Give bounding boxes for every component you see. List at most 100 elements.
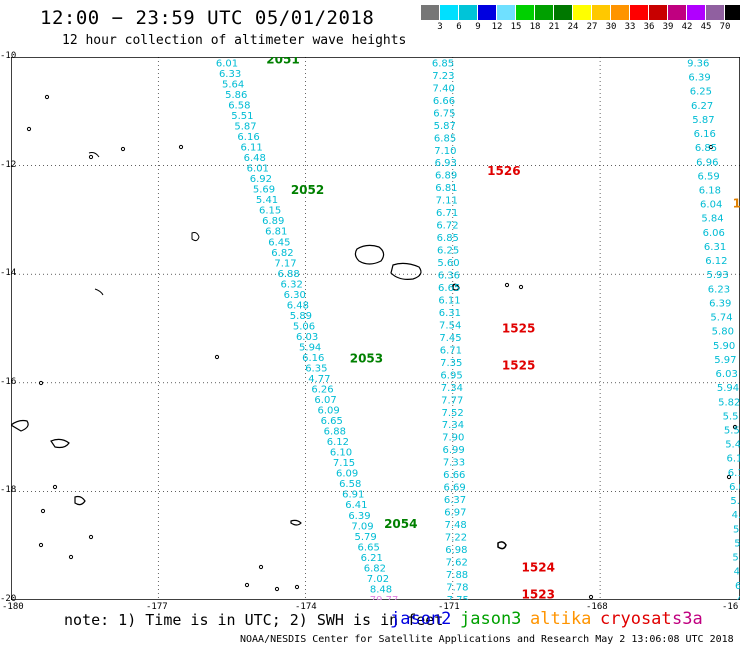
islet: [294, 584, 300, 590]
pass-time-label: 2053: [350, 351, 383, 365]
swh-value-label: 5.4: [733, 524, 740, 535]
islet: [68, 554, 74, 560]
swh-value-label: 5.5: [723, 411, 739, 422]
swh-value-label: 6.01: [247, 164, 269, 175]
colorbar-tick-label: 9: [475, 22, 481, 32]
swh-value-label: 6.09: [318, 406, 340, 417]
map-canvas: 6.016.335.645.866.585.515.876.166.116.48…: [11, 57, 740, 600]
y-tick-label: -12: [0, 159, 17, 170]
swh-value-label: 6.89: [262, 216, 284, 227]
island-outline: [290, 519, 302, 526]
colorbar-tick-label: 42: [681, 22, 693, 32]
colorbar-tick-label: 33: [624, 22, 636, 32]
swh-value-label: 5.81: [732, 553, 740, 564]
y-tick-label: -18: [0, 485, 17, 496]
swh-value-label: 5.60: [437, 258, 459, 269]
swh-value-label: 6.45: [268, 237, 290, 248]
altimeter-map[interactable]: 6.01 6.33 5.64 5.86 6.58 5.51 5.87 6.16 6.11 6.48…: [11, 57, 740, 600]
swh-value-label: 6.59: [697, 171, 719, 182]
colorbar-swatch: [478, 5, 497, 20]
x-tick-label: -171: [438, 602, 460, 612]
colorbar-swatch: [573, 5, 592, 20]
swh-value-label: 5.89: [290, 311, 312, 322]
swh-value-label: 7.10: [434, 146, 456, 157]
swh-value-label: 6.88: [324, 427, 346, 438]
island-outline: [497, 541, 507, 550]
swh-value-label: 5.1: [734, 538, 740, 549]
legend-entry-jason2: jason2: [390, 609, 452, 629]
swh-value-label: 6.66: [443, 470, 465, 481]
swh-value-label: 6.18: [699, 185, 721, 196]
swh-value-label: 6.81: [265, 227, 287, 238]
colorbar-swatch: [668, 5, 687, 20]
islet: [504, 282, 510, 288]
pass-time-labels: 2051 2052 2053 2054 1526 1525 1525 1524 1523 17: [266, 57, 740, 600]
islet: [26, 126, 32, 132]
colorbar-tick-label: 36: [643, 22, 655, 32]
islet: [258, 564, 264, 570]
product-subtitle: 12 hour collection of altimeter wave hei…: [62, 33, 407, 48]
swh-value-label: 6.31: [439, 308, 461, 319]
swh-value-label: 5.86: [225, 90, 247, 101]
swh-value-label: 5.5: [724, 425, 740, 436]
swh-value-label: 6.39: [709, 298, 731, 309]
island-outline: [390, 262, 422, 280]
swh-value-label: 7.75: [447, 595, 469, 600]
swh-value-label: 5.41: [256, 195, 278, 206]
swh-value-label: 6.10: [330, 448, 352, 459]
islet: [708, 144, 714, 150]
swh-value-label: 4.77: [308, 374, 330, 385]
swh-value-label: 6.75: [433, 108, 455, 119]
swh-value-label: 7.40: [433, 83, 455, 94]
swh-value-label: 5.06: [293, 321, 315, 332]
swh-value-label: 5.82: [718, 397, 740, 408]
swh-value-label: 7.54: [439, 320, 461, 331]
swh-value-label: 6.32: [281, 279, 303, 290]
islet: [88, 154, 94, 160]
swh-value-label: 9.36: [687, 58, 709, 69]
island-outline: [11, 419, 29, 432]
swh-value-label: 6.82: [364, 563, 386, 574]
small-islands: [26, 94, 738, 600]
colorbar-swatch: [592, 5, 611, 20]
swh-value-label: 6.0: [729, 482, 740, 493]
swh-value-label: 7.02: [367, 574, 389, 585]
x-tick-label: -174: [295, 602, 317, 612]
islet: [244, 582, 250, 588]
swh-value-label: 6.66: [433, 96, 455, 107]
swh-value-label: 6.26: [311, 385, 333, 396]
swh-value-label: 8.48: [370, 584, 392, 595]
swh-value-label: 5.64: [222, 79, 244, 90]
swh-value-label: 79.77: [370, 595, 399, 600]
swh-value-label: 6.03: [296, 332, 318, 343]
swh-value-label: 6.65: [358, 542, 380, 553]
swh-value-label: 5.84: [701, 214, 723, 225]
colorbar-swatch: [687, 5, 706, 20]
swh-value-label: 5.69: [253, 185, 275, 196]
pass-time-label: 1525: [502, 358, 535, 372]
swh-value-label: 6.27: [691, 101, 713, 112]
coastlines: [11, 152, 507, 550]
swh-value-label: 6.36: [438, 271, 460, 282]
swh-value-label: 6.04: [700, 200, 722, 211]
swh-value-label: 5.97: [714, 355, 736, 366]
swh-value-label: 6.21: [361, 553, 383, 564]
swh-value-label: 6.91: [342, 490, 364, 501]
swh-value-label: 7.77: [441, 395, 463, 406]
island-outline: [74, 495, 86, 506]
swh-value-label: 6.96: [696, 157, 718, 168]
swh-value-label: 6.92: [250, 174, 272, 185]
colorbar-swatch: [516, 5, 535, 20]
swh-value-label: 6.69: [444, 483, 466, 494]
pass-time-label: 1526: [487, 164, 520, 178]
pass-time-label: 1523: [522, 588, 555, 600]
swh-value-label: 6.03: [716, 369, 738, 380]
colorbar-swatch: [535, 5, 554, 20]
islet: [178, 144, 184, 150]
swh-value-label: 4.90: [736, 595, 740, 600]
colorbar-tick-label: 24: [567, 22, 579, 32]
colorbar-swatch: [725, 5, 740, 20]
swh-value-label: 6.85: [695, 143, 717, 154]
